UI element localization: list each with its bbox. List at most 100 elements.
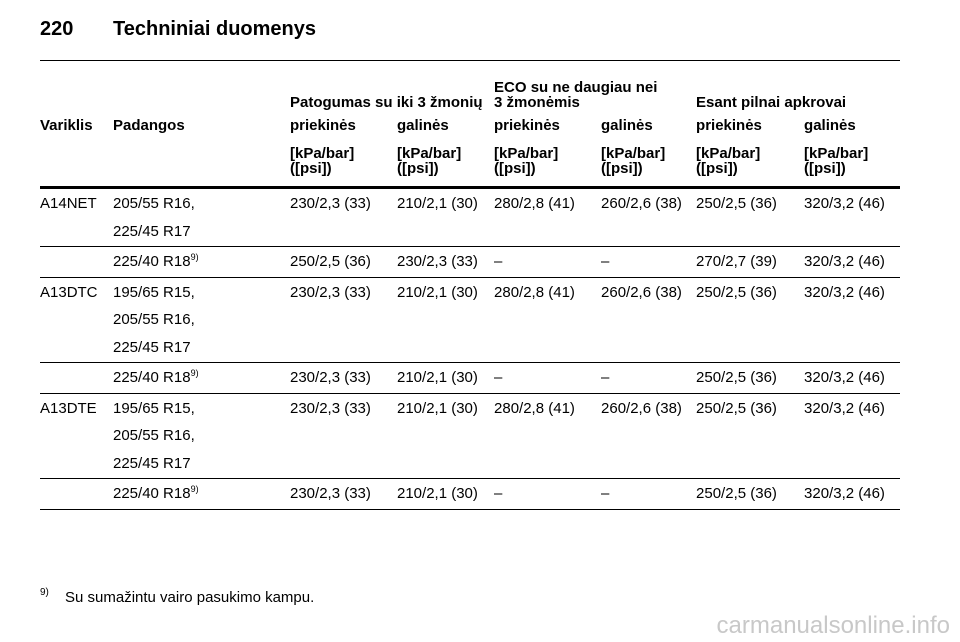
tire: 225/45 R17 (113, 338, 191, 356)
engine-cell (40, 246, 113, 278)
tire: 225/45 R17 (113, 222, 191, 240)
unit-header: [kPa/bar] ([psi]) (696, 140, 805, 189)
pressure-cell: 230/2,3 (33) (290, 362, 397, 394)
tire: 205/55 R16, (113, 311, 195, 328)
table-row: A13DTC 195/65 R15, 205/55 R16, 225/45 R17 23… (40, 277, 901, 363)
header-cell (40, 72, 290, 110)
tire: 205/55 R16, (113, 427, 195, 444)
tire: 205/55 R16, (113, 195, 195, 212)
column-row: Variklis Padangos priekinės galinės priekinė… (40, 110, 900, 140)
engine-cell (40, 478, 113, 510)
pressure-cell: – (601, 362, 697, 394)
table-row: A13DTE 195/65 R15, 205/55 R16, 225/45 R17 23… (40, 393, 901, 479)
rule (40, 60, 900, 61)
tire-cell: 195/65 R15, 205/55 R16, 225/45 R17 (113, 393, 290, 479)
pressure-cell: – (494, 246, 602, 278)
unit-line: [kPa/bar] (696, 145, 761, 162)
pressure-cell: – (494, 478, 602, 510)
pressure-cell: 280/2,8 (41) (494, 277, 602, 363)
engine-cell: A13DTE (40, 393, 113, 479)
pressure-cell: 260/2,6 (38) (601, 277, 697, 363)
engine: A13DTC (40, 283, 98, 301)
column-header: priekinės (494, 116, 560, 134)
pressure-cell: 230/2,3 (33) (290, 478, 397, 510)
engine: A14NET (40, 195, 97, 212)
group-header: Esant pilnai apkrovai (696, 72, 900, 110)
unit-line: [kPa/bar] (804, 145, 869, 162)
footnote-ref: 9) (190, 484, 199, 494)
table-row: 225/40 R189) 230/2,3 (33) 210/2,1 (30) – –25… (40, 478, 901, 510)
tire: 225/45 R17 (113, 454, 191, 472)
pressure-cell: 210/2,1 (30) (397, 478, 495, 510)
column-header: priekinės (696, 116, 762, 134)
column-header: galinės (804, 116, 856, 134)
pressure-cell: 250/2,5 (36) (696, 362, 805, 394)
unit-line: ([psi]) (696, 160, 738, 177)
column-header: Variklis (40, 116, 93, 134)
column-header: galinės (397, 116, 449, 134)
pressure-cell: 320/3,2 (46) (804, 277, 901, 363)
pressure-cell: 250/2,5 (36) (696, 478, 805, 510)
group-line: Esant pilnai apkrovai (696, 94, 847, 111)
tire: 225/40 R18 (113, 369, 191, 386)
tire-cell: 225/40 R189) (113, 246, 290, 278)
pressure-cell: 320/3,2 (46) (804, 393, 901, 479)
page-number: 220 (40, 18, 74, 40)
page-title: Techniniai duomenys (113, 18, 316, 40)
pressure-cell: 250/2,5 (36) (696, 393, 805, 479)
column-header: galinės (601, 116, 653, 134)
tire-cell: 225/40 R189) (113, 362, 290, 394)
pressure-cell: 210/2,1 (30) (397, 393, 495, 479)
pressure-cell: 320/3,2 (46) (804, 187, 901, 247)
pressure-cell: 230/2,3 (33) (397, 246, 495, 278)
watermark: carmanualsonline.info (716, 612, 950, 639)
footnote-text: Su sumažintu vairo pasukimo kampu. (65, 589, 315, 606)
tire: 195/65 R15, (113, 283, 195, 301)
footnote-mark: 9) (40, 587, 49, 598)
pressure-cell: 210/2,1 (30) (397, 362, 495, 394)
group-line: 3 žmonėmis (494, 94, 580, 111)
table-row: 225/40 R189) 250/2,5 (36) 230/2,3 (33) – –27… (40, 246, 901, 278)
pressure-cell: 270/2,7 (39) (696, 246, 805, 278)
unit-line: ([psi]) (290, 160, 332, 177)
unit-line: ([psi]) (397, 160, 439, 177)
tire: 225/40 R18 (113, 253, 191, 270)
pressure-cell: 250/2,5 (36) (696, 277, 805, 363)
unit-line: ([psi]) (804, 160, 846, 177)
tire-cell: 225/40 R189) (113, 478, 290, 510)
unit-header: [kPa/bar] ([psi]) (804, 140, 901, 189)
footnote-ref: 9) (190, 252, 199, 262)
unit-line: ([psi]) (494, 160, 536, 177)
group-header: ECO su ne daugiau nei 3 žmonėmis (494, 72, 696, 110)
table-row: 225/40 R189) 230/2,3 (33) 210/2,1 (30) – –25… (40, 362, 901, 394)
tire: 195/65 R15, (113, 399, 195, 417)
unit-header: [kPa/bar] ([psi]) (494, 140, 602, 189)
unit-line: [kPa/bar] (290, 145, 355, 162)
pressure-cell: 210/2,1 (30) (397, 187, 495, 247)
tire-cell: 195/65 R15, 205/55 R16, 225/45 R17 (113, 277, 290, 363)
pressure-cell: 320/3,2 (46) (804, 246, 901, 278)
engine-cell: A13DTC (40, 277, 113, 363)
column-header: Padangos (113, 116, 185, 134)
pressure-cell: – (601, 246, 697, 278)
unit-line: ([psi]) (601, 160, 643, 177)
engine: A13DTE (40, 399, 97, 417)
pressure-cell: 250/2,5 (36) (696, 187, 805, 247)
footnote-ref: 9) (190, 368, 199, 378)
pressure-cell: 250/2,5 (36) (290, 246, 397, 278)
pressure-cell: 280/2,8 (41) (494, 187, 602, 247)
unit-line: [kPa/bar] (601, 145, 666, 162)
pressure-cell: 230/2,3 (33) (290, 187, 397, 247)
group-header: Patogumas su iki 3 žmonių (290, 72, 494, 110)
unit-line: [kPa/bar] (397, 145, 462, 162)
pressure-cell: 210/2,1 (30) (397, 277, 495, 363)
group-line: ECO su ne daugiau nei (494, 79, 658, 96)
pressure-cell: – (494, 362, 602, 394)
pressure-cell: 230/2,3 (33) (290, 277, 397, 363)
unit-header: [kPa/bar] ([psi]) (601, 140, 697, 189)
pressure-cell: 260/2,6 (38) (601, 393, 697, 479)
group-row: Patogumas su iki 3 žmonių ECO su ne daugi… (40, 72, 900, 110)
pressure-cell: 320/3,2 (46) (804, 362, 901, 394)
unit-row: [kPa/bar] ([psi]) [kPa/bar] ([psi]) [kPa/bar… (40, 140, 901, 189)
